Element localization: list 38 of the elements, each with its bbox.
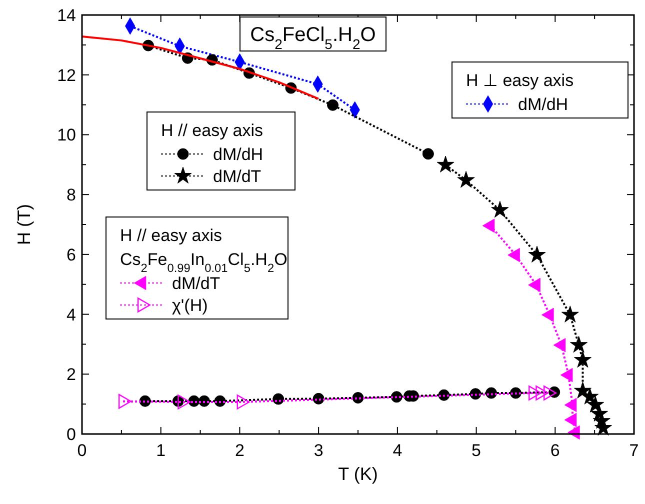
y-tick-label: 2 (66, 365, 76, 384)
y-tick-label: 14 (57, 6, 76, 25)
y-tick-label: 8 (66, 186, 76, 205)
point (581, 388, 599, 404)
annotation: H // easy axis (120, 226, 222, 245)
legend-label: χ'(H) (172, 296, 208, 315)
legend-label: dM/dT (213, 167, 262, 186)
x-tick-label: 5 (472, 441, 482, 460)
legend-label: dM/dH (213, 145, 264, 164)
point (327, 99, 339, 111)
point (491, 200, 509, 218)
point (528, 246, 546, 263)
y-tick-label: 4 (66, 305, 76, 324)
y-tick-label: 12 (57, 66, 76, 85)
x-tick-label: 2 (234, 441, 244, 460)
y-tick-label: 10 (57, 126, 76, 145)
y-tick-label: 6 (66, 245, 76, 264)
x-tick-label: 3 (314, 441, 324, 460)
point (272, 393, 284, 405)
legend-label: dM/dT (172, 274, 220, 293)
point (561, 306, 579, 322)
point (436, 156, 454, 172)
x-tick-label: 6 (550, 441, 560, 460)
y-tick-label: 0 (66, 425, 76, 444)
text: Cs$_{2}$FeCl$_{5}$.H$_{2}$O (250, 24, 376, 52)
y-axis-title: H (T) (14, 204, 34, 245)
point (457, 171, 475, 188)
text: Cs$_{2}$Fe$_{0.99}$In$_{0.01}$Cl$_{5}$.H$_{2}$O (120, 250, 288, 275)
x-axis-title: T (K) (338, 464, 378, 484)
x-tick-label: 4 (392, 441, 402, 460)
point (570, 336, 588, 353)
x-tick-label: 1 (156, 441, 166, 460)
legend-label: dM/dH (518, 95, 568, 114)
point (422, 148, 434, 160)
point (574, 350, 592, 368)
annotation: H ⊥ easy axis (466, 71, 574, 90)
annotation: H // easy axis (161, 121, 264, 140)
x-tick-label: 7 (629, 441, 639, 460)
